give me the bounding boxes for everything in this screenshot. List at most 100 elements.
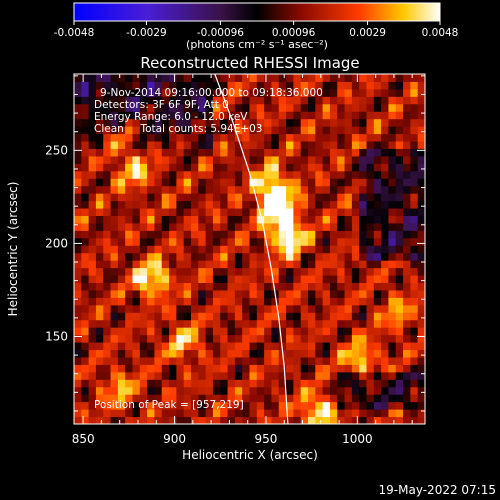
- heatmap-cell: [161, 349, 170, 358]
- heatmap-cell: [74, 88, 82, 97]
- heatmap-cell: [154, 252, 163, 261]
- heatmap-cell: [169, 379, 177, 388]
- heatmap-cell: [337, 409, 346, 418]
- heatmap-cell: [132, 289, 141, 298]
- heatmap-cell: [395, 103, 404, 112]
- heatmap-cell: [359, 416, 367, 424]
- heatmap-cell: [293, 230, 302, 239]
- heatmap-cell: [286, 170, 294, 179]
- heatmap-cell: [183, 96, 192, 105]
- heatmap-cell: [395, 297, 404, 306]
- heatmap-cell: [403, 103, 411, 112]
- heatmap-cell: [264, 163, 272, 172]
- heatmap-cell: [110, 267, 119, 276]
- heatmap-cell: [256, 297, 265, 306]
- heatmap-cell: [264, 126, 272, 135]
- heatmap-cell: [395, 178, 404, 187]
- heatmap-cell: [176, 342, 185, 351]
- heatmap-cell: [139, 215, 148, 224]
- heatmap-cell: [403, 349, 411, 358]
- heatmap-cell: [132, 371, 141, 380]
- heatmap-cell: [234, 215, 243, 224]
- heatmap-cell: [81, 155, 90, 164]
- heatmap-cell: [344, 237, 353, 246]
- heatmap-cell: [271, 356, 280, 365]
- heatmap-cell: [337, 416, 346, 424]
- heatmap-cell: [88, 208, 97, 216]
- heatmap-cell: [95, 118, 104, 127]
- heatmap-cell: [249, 386, 258, 395]
- heatmap-cell: [161, 230, 170, 239]
- heatmap-cell: [293, 319, 302, 328]
- heatmap-cell: [359, 81, 367, 90]
- heatmap-cell: [395, 148, 404, 157]
- heatmap-cell: [220, 252, 229, 261]
- heatmap-cell: [117, 200, 126, 209]
- heatmap-cell: [176, 252, 185, 261]
- heatmap-cell: [410, 394, 419, 403]
- heatmap-cell: [359, 230, 367, 239]
- heatmap-cell: [286, 200, 294, 209]
- heatmap-cell: [329, 170, 338, 179]
- heatmap-cell: [293, 267, 302, 276]
- heatmap-cell: [154, 386, 163, 395]
- heatmap-cell: [322, 141, 331, 149]
- heatmap-cell: [183, 267, 192, 276]
- heatmap-cell: [351, 342, 360, 351]
- heatmap-cell: [271, 170, 280, 179]
- heatmap-cell: [81, 260, 90, 269]
- heatmap-cell: [191, 222, 199, 231]
- heatmap-cell: [286, 409, 294, 418]
- heatmap-cell: [403, 133, 411, 142]
- heatmap-cell: [293, 133, 302, 142]
- heatmap-cell: [300, 170, 309, 179]
- heatmap-cell: [132, 386, 141, 395]
- heatmap-cell: [366, 222, 375, 231]
- heatmap-cell: [125, 118, 133, 127]
- heatmap-cell: [212, 208, 221, 216]
- heatmap-cell: [191, 111, 199, 120]
- heatmap-cell: [161, 409, 170, 418]
- heatmap-cell: [337, 222, 346, 231]
- heatmap-cell: [234, 185, 243, 194]
- heatmap-cell: [139, 379, 148, 388]
- heatmap-cell: [249, 208, 258, 216]
- heatmap-cell: [234, 275, 243, 284]
- heatmap-cell: [227, 81, 236, 90]
- heatmap-cell: [308, 245, 316, 254]
- heatmap-cell: [147, 193, 155, 202]
- heatmap-cell: [271, 297, 280, 306]
- heatmap-cell: [74, 230, 82, 239]
- heatmap-cell: [74, 185, 82, 194]
- heatmap-cell: [191, 141, 199, 149]
- heatmap-cell: [234, 401, 243, 410]
- heatmap-cell: [359, 215, 367, 224]
- heatmap-cell: [308, 230, 316, 239]
- heatmap-cell: [322, 356, 331, 365]
- heatmap-cell: [322, 267, 331, 276]
- heatmap-cell: [88, 126, 97, 135]
- heatmap-cell: [249, 371, 258, 380]
- heatmap-cell: [95, 230, 104, 239]
- heatmap-cell: [337, 282, 346, 291]
- heatmap-cell: [410, 312, 419, 321]
- heatmap-cell: [198, 334, 207, 343]
- heatmap-cell: [242, 178, 250, 187]
- heatmap-cell: [366, 289, 375, 298]
- heatmap-cell: [139, 371, 148, 380]
- heatmap-cell: [242, 96, 250, 105]
- heatmap-cell: [227, 379, 236, 388]
- heatmap-cell: [234, 416, 243, 424]
- heatmap-cell: [373, 371, 382, 380]
- heatmap-cell: [110, 185, 119, 194]
- heatmap-cell: [329, 379, 338, 388]
- heatmap-cell: [198, 312, 207, 321]
- heatmap-cell: [183, 379, 192, 388]
- heatmap-cell: [74, 364, 82, 373]
- heatmap-cell: [395, 96, 404, 105]
- heatmap-cell: [132, 275, 141, 284]
- heatmap-cell: [117, 289, 126, 298]
- heatmap-cell: [322, 111, 331, 120]
- heatmap-cell: [300, 74, 309, 82]
